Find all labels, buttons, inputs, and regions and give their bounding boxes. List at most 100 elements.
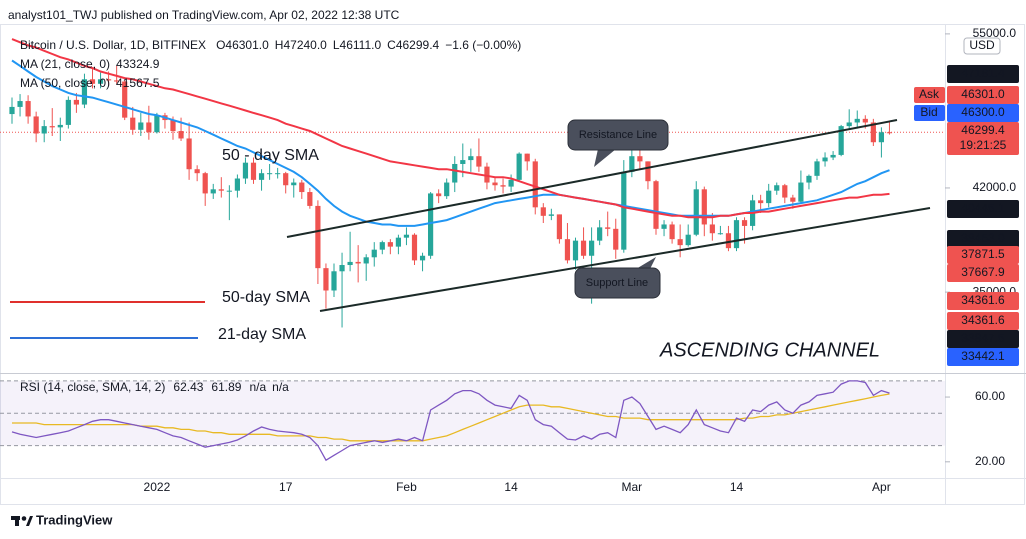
price-label-box: [947, 312, 1019, 330]
candle-body: [307, 192, 313, 206]
price-label-box: [947, 230, 1019, 248]
legend-text: L: [333, 38, 340, 52]
candle-body: [17, 101, 23, 107]
plot-area: [0, 38, 945, 462]
brand-logo: [11, 516, 33, 526]
candle-body: [89, 79, 96, 84]
x-tick-label: Mar: [622, 480, 643, 494]
candle-body: [846, 122, 852, 127]
price-label-box: [947, 246, 1019, 264]
legend-text: −1.6 (−0.00%): [445, 38, 521, 52]
candle-body: [106, 79, 112, 81]
candle-body: [830, 154, 836, 158]
candle-body: [210, 189, 216, 194]
candle-body: [741, 220, 748, 226]
x-tick-label: 2022: [144, 480, 171, 494]
x-tick-label: Feb: [396, 480, 417, 494]
price-label-box: [947, 348, 1019, 366]
candle-body: [806, 175, 812, 183]
annotation-title: ASCENDING CHANNEL: [659, 339, 880, 361]
candle-body: [645, 161, 651, 182]
candle-body: [717, 233, 723, 235]
moving-average-line: [11, 38, 890, 219]
ask-price-box: [947, 86, 1019, 104]
price-label: 33442.1: [961, 349, 1005, 363]
publisher-line: analyst101_TWJ published on TradingView.…: [8, 8, 400, 22]
candle-body: [766, 190, 772, 204]
x-tick-label: Apr: [872, 480, 891, 494]
candle-body: [629, 156, 635, 172]
candle-body: [250, 162, 257, 180]
candle-body: [661, 224, 667, 229]
candle-body: [114, 80, 120, 82]
rsi-line: [12, 393, 890, 442]
price-label-box: [947, 292, 1019, 310]
candle-body: [484, 166, 490, 183]
candle-body: [790, 197, 796, 202]
callout-text: Support Line: [586, 277, 648, 289]
legend-text: 41567.5: [116, 76, 160, 90]
candle-body: [725, 233, 732, 249]
candle-body: [49, 126, 55, 128]
unit-label: USD: [969, 38, 995, 52]
legend-text: H: [275, 38, 284, 52]
price-label: 34361.6: [961, 313, 1005, 327]
candle-body: [73, 99, 79, 105]
candle-body: [65, 99, 71, 125]
candle-body: [685, 234, 691, 246]
unit-box: [963, 37, 1001, 55]
candle-body: [186, 138, 192, 170]
candle-body: [436, 193, 442, 197]
price-label: 47181.4: [961, 66, 1005, 80]
candle-body: [597, 227, 603, 241]
candle-body: [379, 242, 385, 250]
price-label: 40445.1: [961, 201, 1005, 215]
legend-text: 46301.0: [225, 38, 269, 52]
bid-price: 46300.0: [961, 105, 1005, 119]
logo-part: [15, 516, 19, 526]
brand-name: TradingView: [36, 512, 113, 527]
bid-price-box: [947, 104, 1019, 122]
candle-body: [758, 200, 764, 204]
price-label-box: [947, 65, 1019, 83]
candle-body: [605, 227, 611, 229]
candle-body: [154, 115, 160, 133]
y-tick-label: 60.00: [975, 389, 1005, 403]
candle-body: [9, 106, 15, 115]
legend-text: MA (50, close, 0): [20, 76, 110, 90]
y-tick-label: 20.00: [975, 454, 1005, 468]
price-label-box: [947, 264, 1019, 282]
candle-body: [548, 214, 554, 216]
candle-body: [444, 182, 450, 197]
candle-body: [774, 185, 780, 191]
callout-box: [574, 267, 661, 299]
annotation-text: 50 - day SMA: [222, 147, 319, 164]
legend-text: RSI (14, close, SMA, 14, 2): [20, 380, 165, 394]
candle-body: [234, 178, 240, 191]
legend-text: 62.43: [173, 380, 203, 394]
price-label: 37667.9: [961, 265, 1005, 279]
legend-text: O: [216, 38, 225, 52]
rsi-line: [11, 380, 890, 462]
x-tick-label: 14: [504, 480, 518, 494]
candle-body: [275, 173, 281, 175]
candle-body: [540, 207, 546, 216]
legend-text: n/a: [272, 380, 289, 394]
candle-body: [878, 132, 884, 143]
candle-body: [669, 224, 675, 240]
candle-body: [460, 160, 466, 164]
candle-body: [202, 173, 208, 194]
candle-body: [258, 173, 265, 180]
y-tick-label: 55000.0: [973, 26, 1017, 40]
price-label: 33847.5: [961, 331, 1005, 345]
candle-body: [854, 118, 860, 123]
ask-tag-box: [914, 87, 945, 103]
candle-body: [403, 234, 410, 238]
y-tick-label: 42000.0: [973, 180, 1017, 194]
annotation-text: 21-day SMA: [218, 326, 306, 343]
price-label-box: [947, 200, 1019, 218]
candle-body: [363, 257, 369, 264]
candle-body: [613, 228, 619, 250]
legend-text: Bitcoin / U.S. Dollar, 1D, BITFINEX: [20, 38, 206, 52]
